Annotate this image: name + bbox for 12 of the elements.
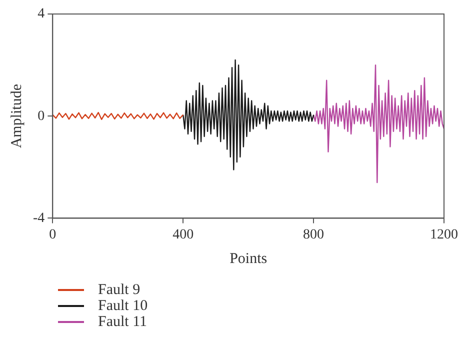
x-tick-label: 1200 xyxy=(430,227,458,242)
x-tick-label: 0 xyxy=(49,227,56,242)
x-axis-title: Points xyxy=(230,250,268,267)
x-tick-label: 400 xyxy=(172,227,194,242)
legend-label: Fault 9 xyxy=(98,282,140,298)
legend-label: Fault 10 xyxy=(98,298,148,314)
y-axis-title: Amplitude xyxy=(8,84,25,148)
x-tick-label: 800 xyxy=(303,227,324,242)
y-tick-label: 4 xyxy=(38,6,45,22)
legend-label: Fault 11 xyxy=(98,314,148,330)
y-tick-label: 0 xyxy=(38,108,45,124)
y-tick-label: -4 xyxy=(32,210,45,226)
